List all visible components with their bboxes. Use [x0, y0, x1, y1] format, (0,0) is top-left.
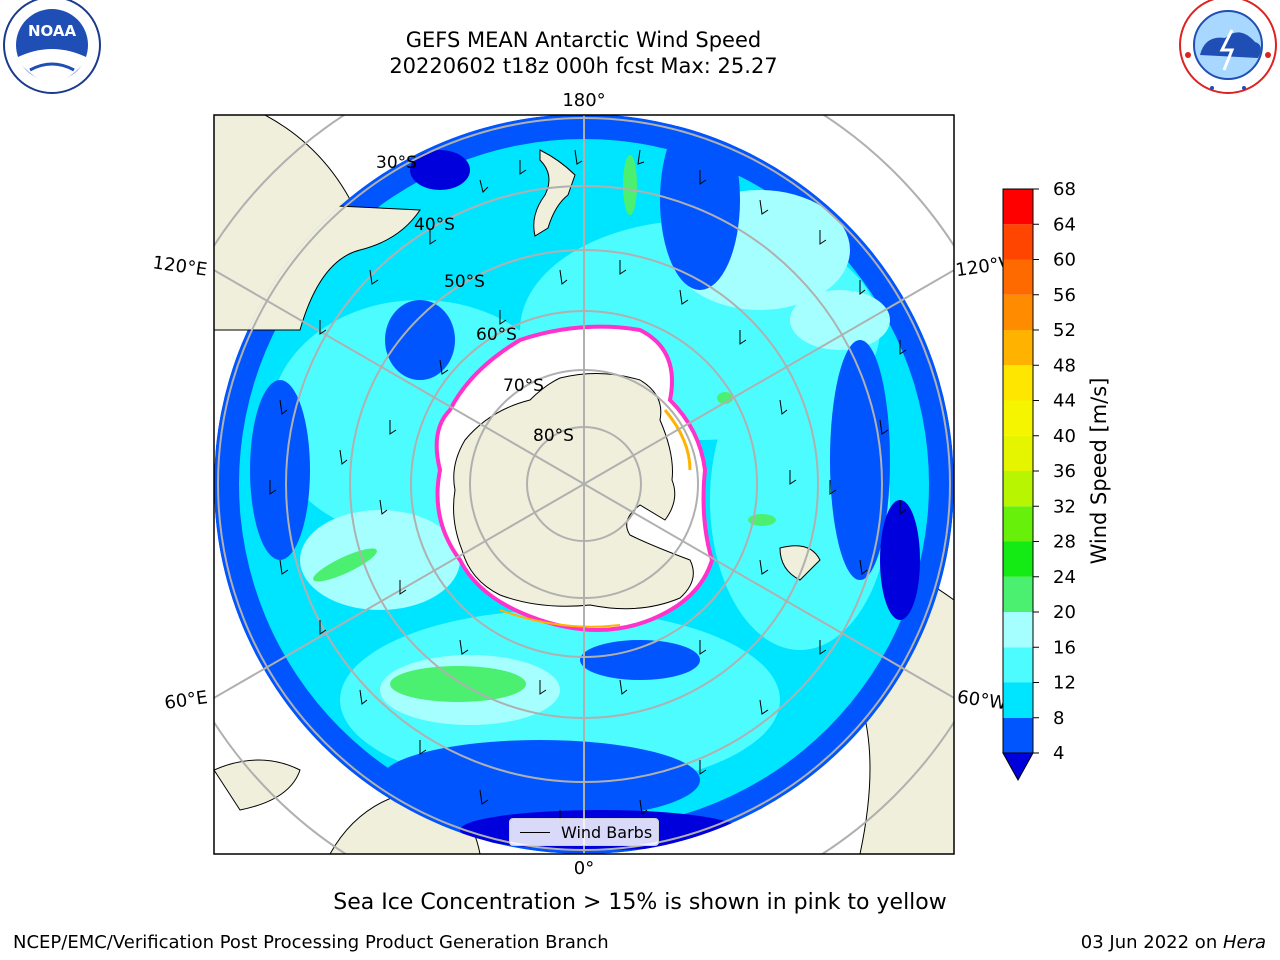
colorbar-tick-label: 24 [1053, 567, 1076, 588]
colorbar-band [1003, 189, 1033, 225]
lat-label-40s: 40°S [414, 215, 455, 235]
lat-label-70s: 70°S [503, 376, 544, 396]
map-area: 30°S 40°S 50°S 60°S 70°S 80°S [214, 115, 954, 854]
graticule [214, 115, 954, 854]
footer-date: 03 Jun 2022 on [1080, 932, 1223, 953]
colorbar-band [1003, 576, 1033, 612]
lat-label-60s: 60°S [476, 325, 517, 345]
colorbar-band [1003, 647, 1033, 683]
colorbar-tick-label: 44 [1053, 391, 1076, 412]
lon-label-120e: 120°E [151, 252, 208, 280]
colorbar-tick-label: 20 [1053, 602, 1076, 623]
colorbar-band [1003, 471, 1033, 507]
lat-label-50s: 50°S [444, 272, 485, 292]
colorbar-tick-label: 28 [1053, 532, 1076, 553]
latitude-labels: 30°S 40°S 50°S 60°S 70°S 80°S [376, 153, 574, 446]
colorbar-tick-label: 56 [1053, 285, 1076, 306]
sea-ice-caption: Sea Ice Concentration > 15% is shown in … [333, 890, 947, 915]
lat-label-80s: 80°S [533, 426, 574, 446]
colorbar-band [1003, 224, 1033, 260]
colorbar-under-arrow [1002, 752, 1034, 782]
colorbar-band [1003, 400, 1033, 436]
colorbar-tick-label: 4 [1053, 743, 1064, 764]
legend: Wind Barbs [509, 818, 659, 846]
colorbar-tick-label: 12 [1053, 673, 1076, 694]
nws-logo [1179, 0, 1277, 94]
map-frame [213, 114, 955, 855]
colorbar-band [1003, 541, 1033, 577]
lon-label-60e: 60°E [163, 687, 209, 714]
colorbar-band [1003, 294, 1033, 330]
legend-line-icon [520, 832, 550, 833]
colorbar-band [1003, 506, 1033, 542]
colorbar-band [1003, 612, 1033, 648]
colorbar-tick-label: 40 [1053, 426, 1076, 447]
wind-barbs [269, 149, 907, 825]
colorbar-tick-label: 36 [1053, 461, 1076, 482]
lat-label-30s: 30°S [376, 153, 417, 173]
colorbar-band [1003, 330, 1033, 366]
colorbar-tick-label: 60 [1053, 250, 1076, 271]
colorbar-band [1003, 365, 1033, 401]
chart-title: GEFS MEAN Antarctic Wind Speed [405, 28, 762, 52]
lon-label-0: 0° [574, 858, 594, 879]
chart-subtitle: 20220602 t18z 000h fcst Max: 25.27 [389, 54, 778, 78]
lon-label-180: 180° [562, 90, 605, 111]
footer-right: 03 Jun 2022 on Hera [1081, 932, 1266, 953]
colorbar-tick-label: 52 [1053, 320, 1076, 341]
colorbar-title: Wind Speed [m/s] [1087, 378, 1111, 565]
colorbar-tick-label: 8 [1053, 708, 1064, 729]
colorbar-tick-label: 64 [1053, 214, 1076, 235]
colorbar-band [1003, 717, 1033, 753]
colorbar-band [1003, 682, 1033, 718]
footer-left: NCEP/EMC/Verification Post Processing Pr… [13, 932, 609, 953]
noaa-logo-text: NOAA [28, 22, 77, 40]
colorbar-band [1003, 259, 1033, 295]
colorbar-tick-label: 68 [1053, 179, 1076, 200]
footer-machine: Hera [1222, 932, 1266, 953]
lon-label-60w: 60°W [956, 687, 1008, 715]
legend-label: Wind Barbs [561, 823, 653, 842]
colorbar-tick-label: 32 [1053, 496, 1076, 517]
colorbar-band [1003, 435, 1033, 471]
colorbar-tick-label: 16 [1053, 637, 1076, 658]
colorbar-tick-label: 48 [1053, 355, 1076, 376]
noaa-logo: NOAA [3, 0, 101, 94]
